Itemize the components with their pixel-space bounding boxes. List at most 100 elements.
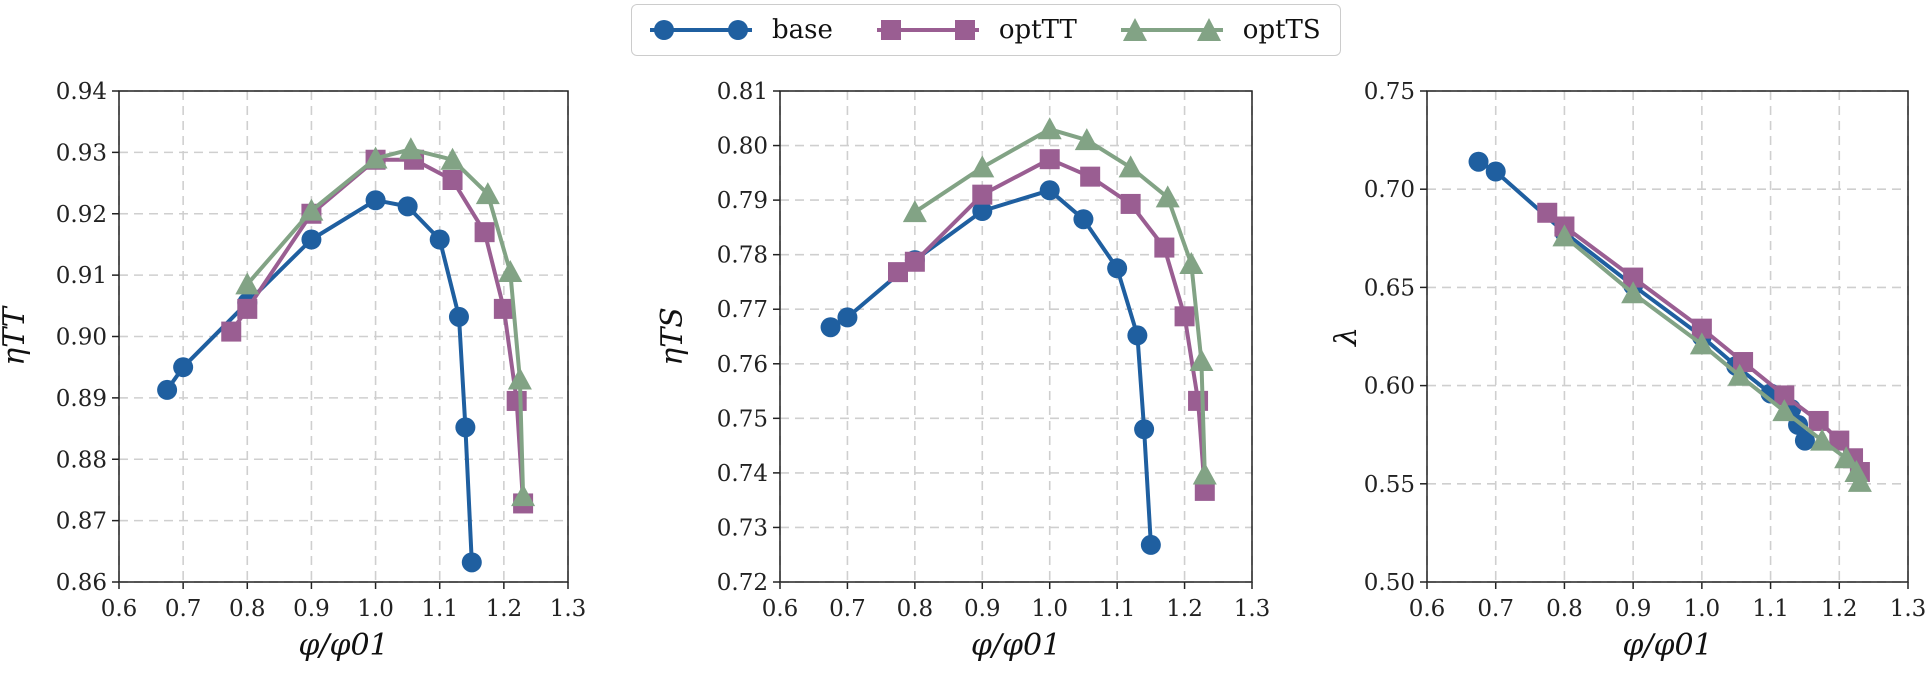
- y-tick-label: 0.50: [1364, 570, 1415, 596]
- data-point-optTS: [1118, 155, 1143, 178]
- data-point-base: [972, 201, 993, 222]
- data-point-base: [397, 196, 418, 217]
- x-tick-label: 1.0: [1684, 596, 1721, 622]
- data-point-optTS: [1727, 363, 1752, 386]
- series-line-optTS: [913, 127, 1207, 475]
- x-axis-label: φ/φ01: [971, 628, 1061, 663]
- data-point-optTS: [1155, 185, 1180, 208]
- data-point-optTT: [493, 298, 514, 319]
- y-tick-label: 0.90: [56, 325, 107, 351]
- data-point-optTT: [1774, 385, 1795, 406]
- data-point-optTT: [1733, 352, 1754, 373]
- legend-swatch-base: [650, 20, 752, 40]
- data-point-base: [173, 357, 194, 378]
- data-point-optTS: [1810, 428, 1835, 451]
- y-tick-label: 0.81: [717, 79, 768, 105]
- y-tick-label: 0.60: [1364, 374, 1415, 400]
- y-tick-label: 0.79: [717, 188, 768, 214]
- data-point-base: [1485, 161, 1506, 182]
- data-point-optTT: [1829, 430, 1850, 451]
- data-point-optTT: [1623, 267, 1644, 288]
- data-point-optTS: [1192, 462, 1217, 485]
- y-tick-label: 0.70: [1364, 177, 1415, 203]
- x-tick-label: 1.3: [1890, 596, 1925, 622]
- series-line-optTT: [229, 157, 526, 504]
- data-point-optTT: [1194, 480, 1215, 501]
- x-tick-label: 1.0: [1031, 596, 1068, 622]
- data-point-optTT: [1691, 318, 1712, 339]
- x-tick-label: 0.8: [1546, 596, 1583, 622]
- data-point-base: [1794, 430, 1815, 451]
- data-point-optTT: [474, 222, 495, 243]
- x-tick-label: 0.8: [897, 596, 934, 622]
- x-tick-label: 0.6: [1409, 596, 1446, 622]
- data-point-optTT: [888, 262, 908, 283]
- y-axis-label: ηTS: [655, 307, 690, 366]
- legend-swatch-optts: [1120, 18, 1223, 41]
- data-point-optTT: [1808, 410, 1829, 431]
- x-axis-label: φ/φ01: [1622, 628, 1712, 663]
- y-tick-label: 0.72: [717, 570, 768, 596]
- y-tick-label: 0.74: [717, 461, 768, 487]
- y-tick-label: 0.73: [717, 515, 768, 541]
- data-point-optTS: [1834, 446, 1859, 469]
- y-tick-label: 0.92: [56, 202, 107, 228]
- y-tick-label: 0.91: [56, 263, 107, 289]
- data-point-optTT: [221, 321, 242, 342]
- data-point-optTS: [1179, 251, 1204, 274]
- data-point-base: [1107, 258, 1128, 279]
- y-tick-label: 0.75: [717, 406, 768, 432]
- data-point-optTT: [506, 390, 527, 411]
- data-point-optTS: [511, 484, 536, 507]
- x-tick-label: 1.1: [1752, 596, 1789, 622]
- x-tick-label: 0.9: [1615, 596, 1652, 622]
- data-point-optTS: [1772, 399, 1797, 422]
- data-point-optTS: [398, 137, 423, 160]
- chart-panel-1: 0.6 0.7 0.8 0.9 1.0 1.1 1.2 1.3 0.86 0.87 0.88 0.89…: [0, 79, 586, 663]
- y-tick-label: 0.94: [56, 79, 107, 105]
- data-point-base: [365, 190, 386, 211]
- y-tick-label: 0.87: [56, 509, 107, 535]
- legend-label-opttt: optTT: [998, 15, 1077, 45]
- legend-label-optts: optTS: [1242, 15, 1321, 45]
- data-point-optTS: [902, 200, 927, 223]
- y-tick-label: 0.55: [1364, 472, 1415, 498]
- data-point-base: [455, 417, 476, 438]
- y-axis-label: λ: [1329, 327, 1364, 347]
- data-point-optTS: [235, 272, 260, 295]
- data-point-base: [461, 552, 482, 573]
- data-point-optTT: [1080, 166, 1101, 187]
- data-point-optTS: [475, 182, 500, 205]
- x-tick-label: 0.7: [829, 596, 866, 622]
- x-tick-label: 0.8: [229, 596, 266, 622]
- data-point-base: [837, 307, 858, 328]
- x-tick-label: 0.9: [964, 596, 1001, 622]
- data-point-optTT: [1188, 390, 1209, 411]
- chart-panel-3: 0.6 0.7 0.8 0.9 1.0 1.1 1.2 1.3 0.50 0.55 0.60 0.65…: [1329, 79, 1925, 663]
- x-tick-label: 1.3: [550, 596, 587, 622]
- data-point-optTT: [972, 184, 993, 205]
- data-point-base: [1134, 419, 1155, 440]
- y-tick-label: 0.65: [1364, 275, 1415, 301]
- data-point-optTS: [1552, 224, 1577, 247]
- legend: base optTT optTS: [631, 4, 1341, 56]
- data-point-optTT: [1154, 237, 1175, 258]
- data-point-optTS: [1037, 117, 1062, 140]
- data-point-base: [820, 317, 841, 338]
- legend-item-base: base: [646, 15, 833, 45]
- data-point-optTS: [1621, 281, 1646, 304]
- legend-label-base: base: [772, 15, 833, 45]
- x-tick-label: 1.2: [486, 596, 523, 622]
- y-tick-label: 0.75: [1364, 79, 1415, 105]
- data-point-base: [157, 379, 178, 400]
- x-tick-label: 0.7: [165, 596, 202, 622]
- data-point-optTT: [1174, 306, 1195, 327]
- data-point-base: [429, 229, 450, 250]
- x-tick-label: 1.3: [1234, 596, 1271, 622]
- legend-item-opttt: optTT: [873, 15, 1077, 45]
- x-tick-label: 1.2: [1166, 596, 1203, 622]
- plot-frame: [118, 90, 569, 583]
- y-tick-label: 0.77: [717, 297, 768, 323]
- x-tick-label: 1.2: [1821, 596, 1858, 622]
